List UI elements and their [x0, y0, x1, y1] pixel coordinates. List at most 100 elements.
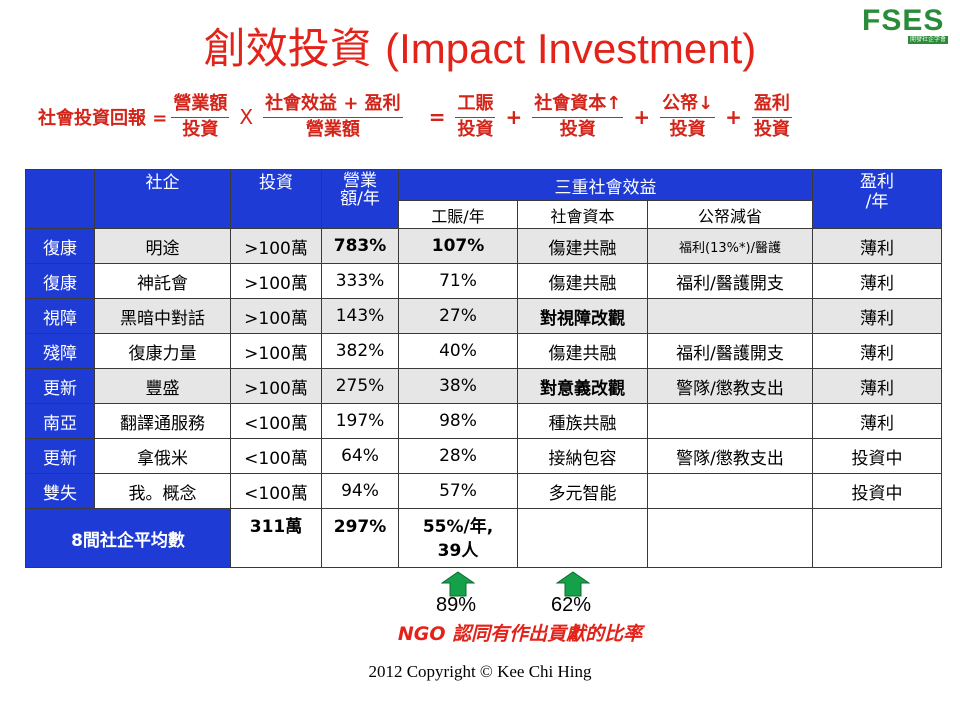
equals-sign: =: [428, 105, 446, 129]
row-relief: 27%: [398, 298, 518, 334]
fraction-numerator: 社會效益 + 盈利: [263, 93, 403, 118]
row-investment: >100萬: [230, 298, 322, 334]
page-title: 創效投資 (Impact Investment): [0, 24, 960, 74]
header-revenue: 營業 額/年: [321, 169, 399, 229]
table-row: 更新 拿俄米 <100萬 64% 28% 接納包容 警隊/懲教支出 投資中: [25, 438, 943, 474]
header-profit: 盈利 /年: [812, 169, 943, 229]
average-revenue: 297%: [321, 508, 399, 568]
row-capital: 傷建共融: [517, 228, 648, 264]
formula-lhs: 社會投資回報 =: [38, 108, 168, 129]
row-name: 拿俄米: [94, 438, 231, 474]
row-saving: [646, 298, 814, 334]
fraction-numerator: 工賑: [455, 93, 496, 118]
fraction-denominator: 營業額: [305, 118, 360, 140]
row-category: 更新: [25, 438, 95, 474]
table-row: 視障 黑暗中對話 >100萬 143% 27% 對視障改觀 薄利: [25, 298, 943, 334]
times-sign: X: [239, 105, 254, 129]
average-saving-empty: [646, 508, 814, 568]
row-saving: [646, 473, 814, 509]
row-profit: 投資中: [812, 473, 943, 509]
plus-sign: +: [633, 105, 651, 129]
row-saving: 福利(13%*)/醫護: [646, 228, 814, 264]
header-social-capital: 社會資本: [517, 200, 648, 229]
row-revenue: 333%: [321, 263, 399, 299]
table-row: 殘障 復康力量 >100萬 382% 40% 傷建共融 福利/醫護開支 薄利: [25, 333, 943, 369]
fraction-denominator: 投資: [753, 118, 790, 140]
average-relief: 55%/年, 39人: [398, 508, 518, 568]
table-row: 南亞 翻譯通服務 <100萬 197% 98% 種族共融 薄利: [25, 403, 943, 439]
header-public-saving: 公帑減省: [646, 200, 814, 229]
average-investment: 311萬: [230, 508, 322, 568]
logo-subtitle: 開發社企学會: [907, 36, 948, 44]
row-revenue: 275%: [321, 368, 399, 404]
fraction-denominator: 投資: [669, 118, 706, 140]
capital-recognition-pct: 62%: [551, 594, 592, 616]
row-profit: 薄利: [812, 263, 943, 299]
copyright-text: 2012 Copyright © Kee Chi Hing: [368, 662, 592, 681]
fraction-denominator: 投資: [457, 118, 494, 140]
fraction-capital-investment: 社會資本↑ 投資: [532, 93, 624, 142]
row-category: 視障: [25, 298, 95, 334]
row-profit: 薄利: [812, 368, 943, 404]
row-category: 復康: [25, 263, 95, 299]
header-work-relief: 工賑/年: [398, 200, 518, 229]
row-category: 殘障: [25, 333, 95, 369]
fraction-denominator: 投資: [559, 118, 596, 140]
fraction-revenue-investment: 營業額 投資: [171, 93, 230, 142]
row-name: 豐盛: [94, 368, 231, 404]
logo-text: FSES: [862, 4, 945, 37]
average-row: 8間社企平均數 311萬 297% 55%/年, 39人: [25, 508, 943, 568]
row-capital: 多元智能: [517, 473, 648, 509]
header-category: [25, 169, 95, 229]
row-revenue: 382%: [321, 333, 399, 369]
row-category: 復康: [25, 228, 95, 264]
row-revenue: 94%: [321, 473, 399, 509]
fses-logo: FSES 開發社企学會: [862, 6, 952, 44]
average-capital-empty: [517, 508, 648, 568]
row-capital: 傷建共融: [517, 263, 648, 299]
fraction-numerator: 社會資本↑: [532, 93, 624, 118]
row-category: 南亞: [25, 403, 95, 439]
row-revenue: 197%: [321, 403, 399, 439]
row-relief: 28%: [398, 438, 518, 474]
plus-sign: +: [505, 105, 523, 129]
row-investment: <100萬: [230, 438, 322, 474]
row-relief: 38%: [398, 368, 518, 404]
average-label: 8間社企平均數: [25, 508, 231, 568]
row-relief: 40%: [398, 333, 518, 369]
row-investment: >100萬: [230, 333, 322, 369]
row-saving: 警隊/懲教支出: [646, 368, 814, 404]
row-investment: >100萬: [230, 368, 322, 404]
row-revenue: 64%: [321, 438, 399, 474]
row-name: 我。概念: [94, 473, 231, 509]
fraction-public-investment: 公帑↓ 投資: [660, 93, 716, 142]
row-investment: >100萬: [230, 263, 322, 299]
row-profit: 投資中: [812, 438, 943, 474]
fraction-benefit-revenue: 社會效益 + 盈利 營業額: [263, 93, 403, 142]
row-category: 雙失: [25, 473, 95, 509]
header-social-enterprise: 社企: [94, 169, 231, 229]
row-profit: 薄利: [812, 403, 943, 439]
row-profit: 薄利: [812, 298, 943, 334]
recognition-caption: NGO 認同有作出貢獻的比率: [397, 623, 643, 645]
row-capital: 對視障改觀: [517, 298, 648, 334]
fraction-denominator: 投資: [182, 118, 219, 140]
row-investment: <100萬: [230, 473, 322, 509]
row-saving: 福利/醫護開支: [646, 263, 814, 299]
sroi-formula: 社會投資回報 = 營業額 投資 X 社會效益 + 盈利 營業額 = 工賑 投資 …: [38, 92, 796, 142]
row-relief: 57%: [398, 473, 518, 509]
header-investment: 投資: [230, 169, 322, 229]
relief-recognition-pct: 89%: [436, 594, 477, 616]
row-name: 復康力量: [94, 333, 231, 369]
fraction-numerator: 公帑↓: [660, 93, 716, 118]
table-row: 雙失 我。概念 <100萬 94% 57% 多元智能 投資中: [25, 473, 943, 509]
row-name: 明途: [94, 228, 231, 264]
row-profit: 薄利: [812, 228, 943, 264]
row-saving: [646, 403, 814, 439]
row-investment: >100萬: [230, 228, 322, 264]
row-relief: 71%: [398, 263, 518, 299]
header-triple-benefit: 三重社會效益: [397, 169, 814, 201]
row-relief: 98%: [398, 403, 518, 439]
fraction-profit-investment: 盈利 投資: [751, 93, 792, 142]
row-investment: <100萬: [230, 403, 322, 439]
